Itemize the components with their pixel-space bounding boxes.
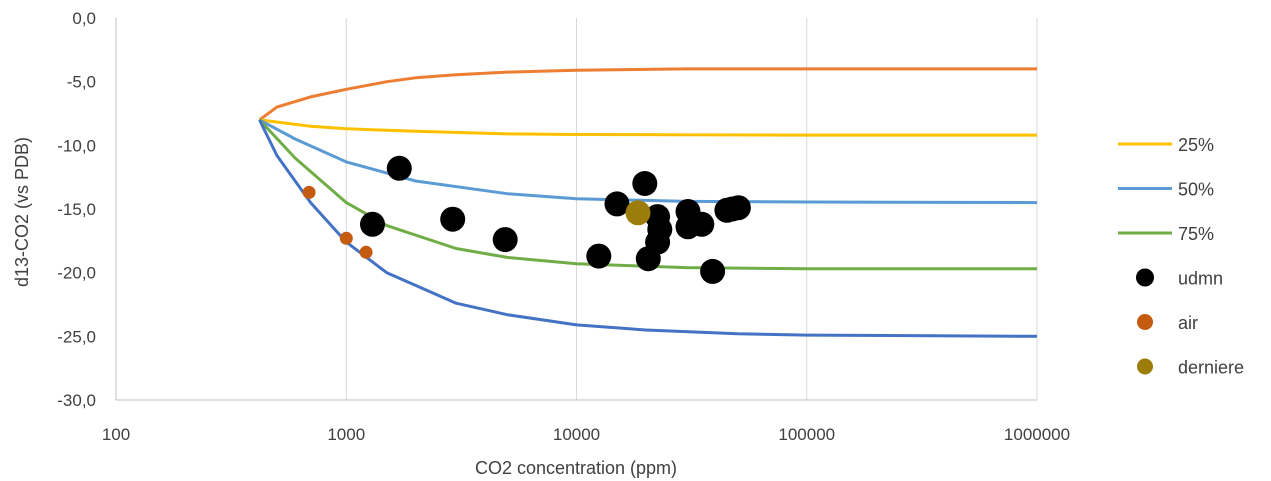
legend-marker bbox=[1137, 358, 1153, 375]
legend-marker bbox=[1136, 268, 1154, 287]
x-tick-label: 10000 bbox=[553, 425, 600, 444]
y-tick-label: -30,0 bbox=[57, 391, 96, 410]
series-points bbox=[302, 155, 751, 284]
data-point-udmn bbox=[647, 216, 673, 242]
axes bbox=[115, 18, 1037, 401]
legend-label: air bbox=[1178, 313, 1198, 333]
series-line bbox=[258, 67, 1037, 122]
y-tick-label: -5,0 bbox=[67, 73, 96, 92]
grid bbox=[115, 18, 1038, 400]
data-point-air bbox=[339, 231, 353, 245]
data-point-udmn bbox=[604, 191, 630, 217]
data-point-udmn bbox=[586, 243, 612, 269]
series-lines bbox=[258, 67, 1038, 338]
x-tick-label: 1000 bbox=[327, 425, 365, 444]
legend-marker bbox=[1137, 314, 1153, 330]
series-line-75pct bbox=[258, 118, 1037, 271]
y-tick-label: -25,0 bbox=[57, 327, 96, 346]
data-point-udmn bbox=[360, 211, 385, 237]
legend: 25% 50% 75% udmn air derniere bbox=[1118, 135, 1244, 378]
data-point-udmn bbox=[440, 206, 466, 232]
legend-label: derniere bbox=[1178, 358, 1244, 378]
x-tick-label: 100 bbox=[102, 425, 130, 444]
data-point-udmn bbox=[689, 211, 715, 237]
series-line bbox=[258, 119, 1038, 338]
y-tick-label: 0,0 bbox=[72, 9, 96, 28]
x-tick-label: 1000000 bbox=[1004, 425, 1070, 444]
y-tick-label: -10,0 bbox=[57, 136, 96, 155]
data-point-udmn bbox=[492, 227, 518, 253]
legend-label: udmn bbox=[1178, 269, 1223, 289]
data-point-udmn bbox=[725, 195, 751, 221]
x-tick-labels: 100 1000 10000 100000 1000000 bbox=[102, 425, 1070, 444]
y-axis-label: d13-CO2 (vs PDB) bbox=[12, 137, 32, 287]
y-tick-labels: 0,0 -5,0 -10,0 -15,0 -20,0 -25,0 -30,0 bbox=[57, 9, 96, 410]
data-point-udmn bbox=[632, 171, 658, 196]
legend-label: 75% bbox=[1178, 224, 1214, 244]
series-line-50pct bbox=[258, 118, 1038, 205]
data-point-udmn bbox=[700, 258, 726, 284]
data-point-derniere bbox=[625, 200, 651, 226]
y-tick-label: -15,0 bbox=[57, 200, 96, 219]
data-point-air bbox=[359, 245, 373, 259]
x-axis-label: CO2 concentration (ppm) bbox=[475, 458, 677, 478]
data-point-air bbox=[302, 185, 316, 199]
series-line-25pct bbox=[259, 118, 1037, 137]
legend-label: 25% bbox=[1178, 135, 1214, 155]
y-tick-label: -20,0 bbox=[57, 264, 96, 283]
data-point-udmn bbox=[386, 155, 412, 181]
legend-label: 50% bbox=[1178, 180, 1214, 200]
x-tick-label: 100000 bbox=[778, 425, 835, 444]
